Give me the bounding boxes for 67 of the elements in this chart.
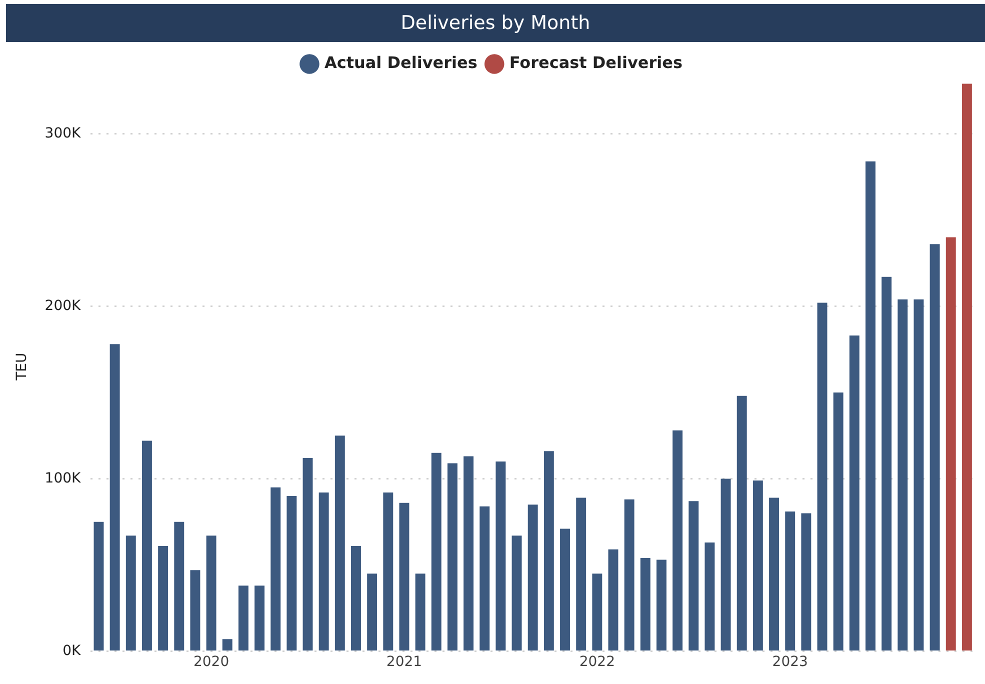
bar [785, 511, 796, 650]
x-tick-label: 2022 [579, 654, 615, 670]
bar [866, 161, 876, 650]
bar [769, 498, 780, 650]
bar [399, 502, 410, 650]
bar [334, 436, 345, 650]
bar [415, 574, 426, 650]
bar [624, 499, 634, 650]
bar [544, 451, 554, 650]
bar [752, 480, 763, 650]
y-tick-label: 100K [44, 470, 82, 486]
bar [318, 492, 329, 650]
y-tick-label: 300K [44, 125, 82, 142]
bar [270, 487, 281, 650]
bar [946, 237, 956, 650]
bar [302, 458, 313, 650]
bar [688, 501, 699, 650]
bar [254, 586, 265, 650]
bar [142, 440, 152, 650]
bar [383, 492, 394, 650]
bar [94, 522, 104, 650]
bar [672, 430, 683, 650]
bar [158, 546, 168, 650]
bar [817, 302, 828, 650]
bar [464, 456, 474, 650]
bar [720, 478, 731, 650]
legend-label: Forecast Deliveries [509, 53, 683, 72]
bar [367, 574, 378, 650]
bar [576, 498, 586, 650]
bar [351, 546, 361, 650]
y-tick-label: 200K [44, 298, 82, 314]
bar [174, 522, 184, 650]
bar [496, 461, 506, 650]
bar [833, 392, 844, 650]
bar [480, 506, 490, 650]
bar [640, 558, 650, 650]
bar [190, 570, 200, 650]
x-tick-label: 2020 [193, 654, 230, 670]
chart-title: Deliveries by Month [6, 4, 985, 42]
bar [608, 549, 618, 650]
bar [560, 528, 570, 650]
bar [962, 84, 972, 650]
bar [206, 536, 216, 650]
bar [431, 452, 442, 650]
bar [930, 244, 940, 650]
bar [222, 639, 232, 650]
bar [801, 513, 812, 650]
y-tick-label: 0K [62, 642, 82, 659]
bar [126, 536, 136, 650]
legend-label: Actual Deliveries [324, 53, 478, 72]
bar [447, 463, 458, 650]
y-axis-title: TEU [14, 352, 30, 382]
bar [512, 536, 522, 650]
bar [238, 586, 248, 650]
bar [656, 560, 666, 650]
bar [914, 299, 924, 650]
x-tick-label: 2023 [772, 654, 808, 670]
bar [736, 396, 747, 650]
bar [528, 504, 538, 650]
bar [898, 299, 908, 650]
bar [882, 276, 892, 650]
bar [704, 542, 715, 650]
bar [110, 344, 120, 650]
x-tick-label: 2021 [386, 654, 422, 670]
bar [592, 574, 602, 650]
bar [286, 496, 297, 650]
bar [849, 336, 860, 650]
